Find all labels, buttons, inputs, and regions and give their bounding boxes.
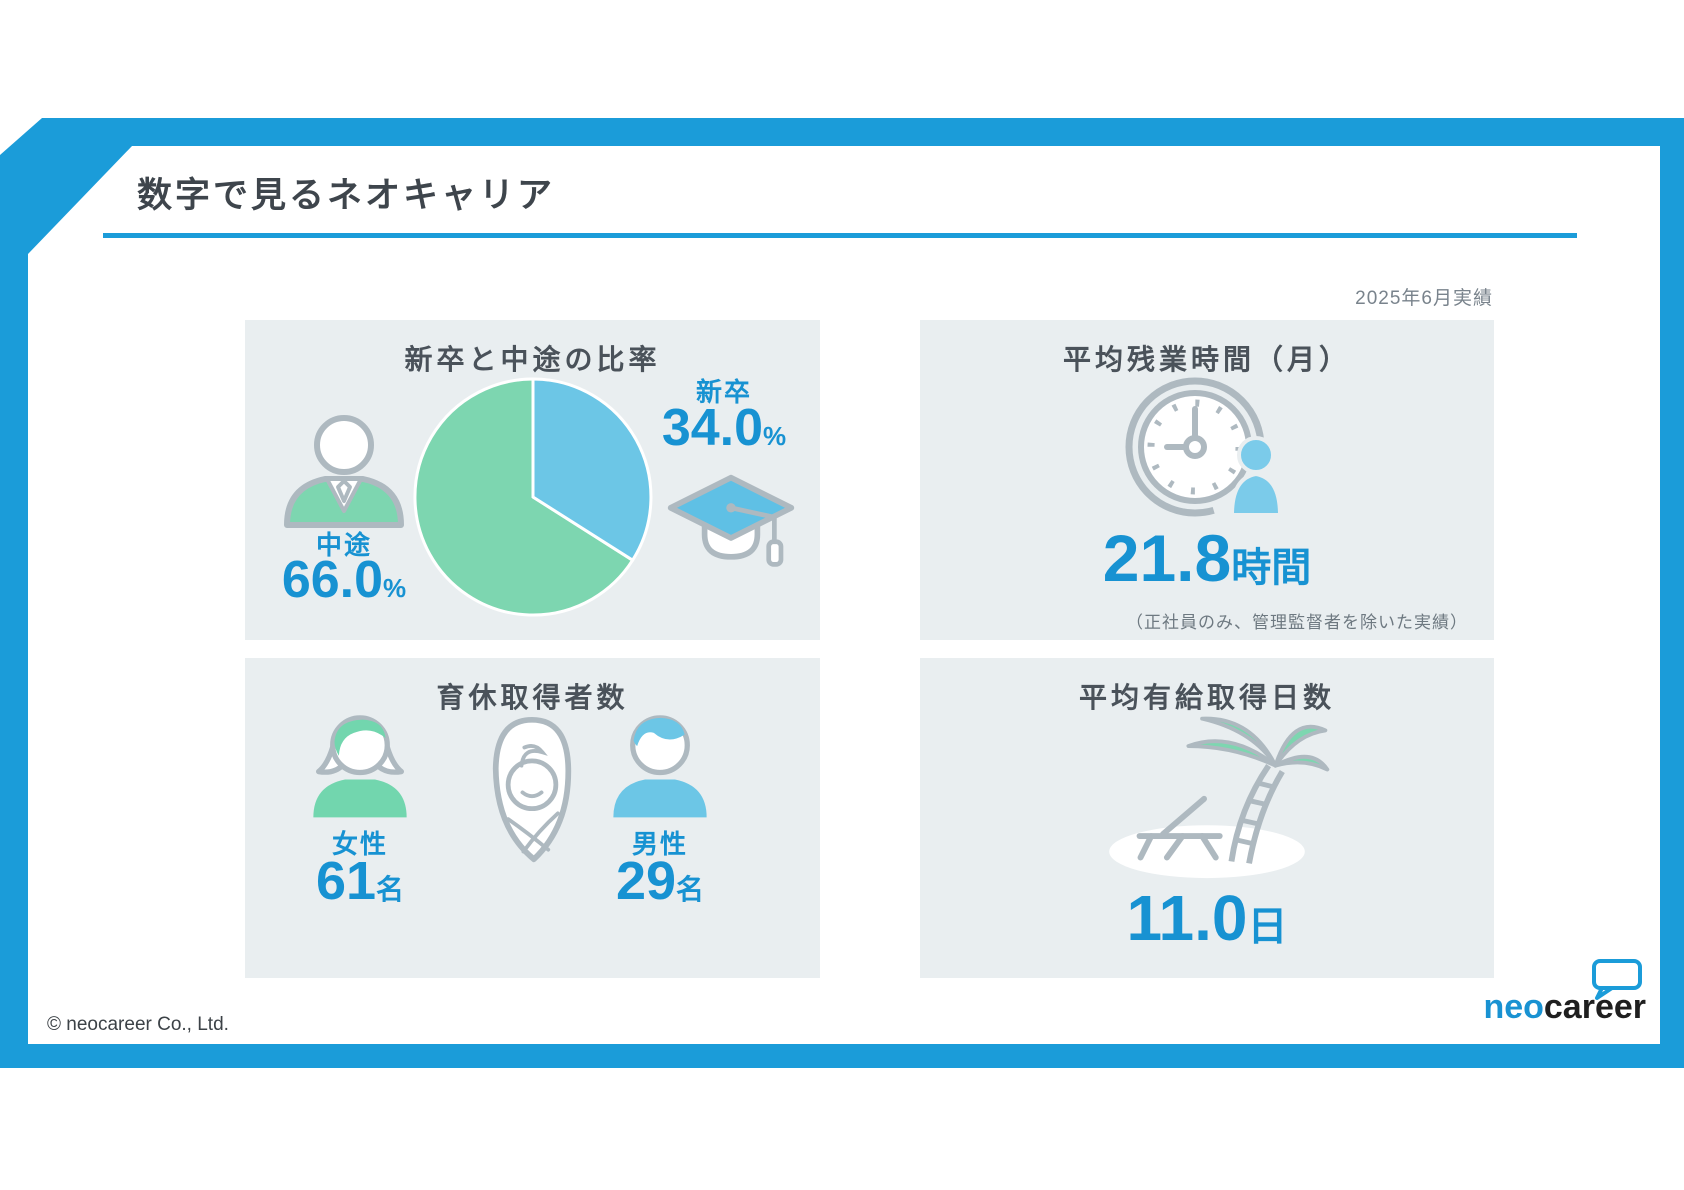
panel-paid-leave: 平均有給取得日数 11.0 日 — [920, 658, 1494, 978]
logo-text: neocareer — [1483, 988, 1646, 1026]
ratio-pie-chart — [413, 377, 653, 617]
overtime-note: （正社員のみ、管理監督者を除いた実績） — [1126, 613, 1468, 632]
chuto-value: 66.0% — [281, 551, 407, 609]
title-underline — [103, 233, 1577, 238]
paid-leave-value: 11.0 日 — [1126, 882, 1288, 954]
pie-slice-chuto — [413, 377, 635, 617]
panel-overtime: 平均残業時間（月） 21.8 時間 （正社員のみ、管理監督者を除いた実績） — [920, 320, 1494, 640]
copyright: © neocareer Co., Ltd. — [47, 1014, 229, 1035]
vacation-palm-icon — [1109, 716, 1330, 879]
male-value: 29 名 — [615, 851, 705, 911]
speech-bubble-icon — [1592, 959, 1642, 1000]
page-title: 数字で見るネオキャリア — [137, 176, 556, 215]
overtime-clock-icon — [1125, 377, 1283, 517]
shinsotsu-value: 34.0% — [661, 399, 787, 457]
woman-icon — [313, 715, 407, 818]
baby-icon — [492, 716, 572, 863]
panel-ratio: 新卒と中途の比率 中途 66.0% 新卒 34.0% — [245, 320, 820, 640]
date-note: 2025年6月実績 — [1355, 288, 1493, 309]
panel-paid-leave-title: 平均有給取得日数 — [1078, 682, 1335, 713]
pie-slice-shinsotsu — [531, 377, 653, 562]
graduation-cap-icon — [667, 474, 795, 567]
panel-parental-title: 育休取得者数 — [436, 682, 629, 713]
panel-ratio-title: 新卒と中途の比率 — [404, 344, 661, 375]
panel-parental-leave: 育休取得者数 女性 61 名 — [245, 658, 820, 978]
female-label: 女性 — [331, 829, 388, 859]
chuto-label: 中途 — [315, 530, 372, 560]
man-icon — [613, 715, 707, 818]
shinsotsu-label: 新卒 — [695, 377, 752, 407]
panel-overtime-title: 平均残業時間（月） — [1062, 344, 1351, 375]
male-label: 男性 — [631, 829, 688, 859]
neocareer-logo: neocareer — [1436, 958, 1646, 1024]
overtime-value: 21.8 時間 — [1102, 521, 1312, 595]
female-value: 61 名 — [315, 851, 405, 911]
mid-career-person-icon — [284, 415, 404, 528]
